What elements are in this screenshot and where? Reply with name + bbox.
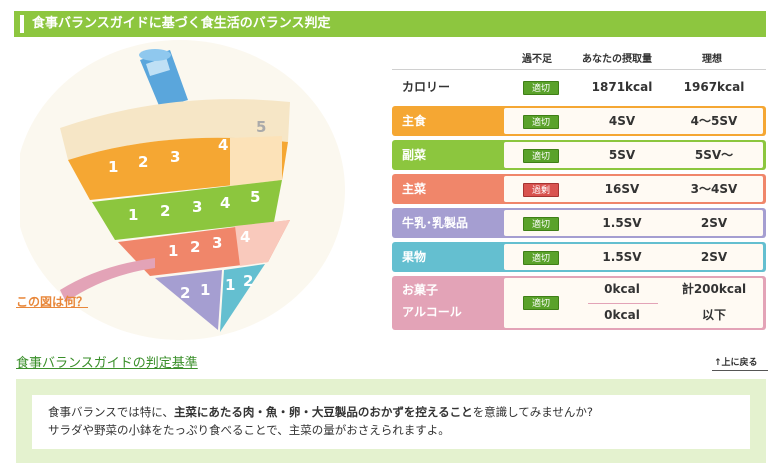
header-ideal: 理想 [702, 54, 722, 65]
shusai-ideal: 3〜4SV [690, 182, 738, 196]
snack-label-2: アルコール [402, 305, 462, 319]
back-to-top-label: 上に戻る [721, 358, 758, 368]
shusyoku-number: 2 [138, 153, 148, 171]
advice-line-1: 食事バランスでは特に、主菜にあたる肉・魚・卵・大豆製品のおかずを控えることを意識… [48, 405, 594, 419]
advice-emphasis: 主菜にあたる肉・魚・卵・大豆製品のおかずを控えること [173, 405, 473, 419]
milk-ideal: 2SV [700, 216, 728, 230]
snack-intake-2: 0kcal [604, 308, 640, 322]
shusyoku-label: 主食 [402, 114, 427, 128]
milk-band [155, 270, 222, 330]
shusyoku-ideal: 4〜5SV [690, 114, 738, 128]
arrow-up-icon: ↑ [714, 358, 722, 368]
fukusai-number: 4 [220, 194, 230, 212]
shusyoku-number: 3 [170, 148, 180, 166]
criteria-section-title[interactable]: 食事バランスガイドの判定基準 [16, 356, 198, 371]
shusyoku-judge-badge: 適切 [523, 115, 559, 129]
fukusai-number: 1 [128, 206, 138, 224]
fukusai-ideal: 5SV〜 [694, 148, 734, 162]
snack-row: お菓子 アルコール 適切 0kcal 0kcal 計200kcal 以下 [392, 276, 766, 330]
snack-ideal-2: 以下 [701, 308, 726, 322]
calorie-row: カロリー 適切 1871kcal 1967kcal [392, 72, 766, 102]
snack-judge-badge: 適切 [523, 296, 559, 310]
shusyoku-number: 5 [256, 118, 266, 136]
page-title: 食事バランスガイドに基づく食生活のバランス判定 [32, 16, 331, 31]
advice-box: 食事バランスでは特に、主菜にあたる肉・魚・卵・大豆製品のおかずを控えることを意識… [16, 379, 766, 463]
shusai-intake: 16SV [604, 182, 640, 196]
header-judge: 過不足 [522, 54, 552, 65]
shusyoku-row: 主食 適切 4SV 4〜5SV [392, 106, 766, 136]
calorie-judge-badge: 適切 [523, 81, 559, 95]
shusai-number: 1 [168, 242, 178, 260]
back-to-top-underline [712, 370, 768, 371]
fruit-label: 果物 [402, 250, 427, 264]
advice-text: 食事バランスでは特に、主菜にあたる肉・魚・卵・大豆製品のおかずを控えることを意識… [32, 395, 750, 449]
calorie-ideal: 1967kcal [683, 80, 745, 94]
shusai-label: 主菜 [402, 182, 427, 196]
back-to-top-link[interactable]: ↑上に戻る [714, 355, 758, 368]
fruit-row: 果物 適切 1.5SV 2SV [392, 242, 766, 272]
shusyoku-number: 1 [108, 158, 118, 176]
advice-line-2: サラダや野菜の小鉢をたっぷり食べることで、主菜の量がおさえられますよ。 [48, 423, 450, 437]
fukusai-number: 3 [192, 198, 202, 216]
fukusai-intake: 5SV [608, 148, 636, 162]
fruit-ideal: 2SV [700, 250, 728, 264]
shusai-judge-badge: 過剰 [523, 183, 559, 197]
fukusai-band [92, 180, 282, 240]
shusai-number: 2 [190, 238, 200, 256]
fruit-intake: 1.5SV [602, 250, 642, 264]
what-is-this-link[interactable]: この図は何？ [16, 295, 89, 309]
shusai-number: 3 [212, 234, 222, 252]
shusyoku-intake: 4SV [608, 114, 636, 128]
fruit-judge-badge: 適切 [523, 251, 559, 265]
snack-divider [588, 303, 658, 304]
calorie-label: カロリー [402, 80, 451, 94]
fukusai-judge-badge: 適切 [523, 149, 559, 163]
header-bar: 食事バランスガイドに基づく食生活のバランス判定 [14, 11, 766, 37]
milk-number: 1 [200, 281, 210, 299]
fukusai-number: 5 [250, 188, 260, 206]
shusyoku-number: 4 [218, 136, 228, 154]
calorie-intake: 1871kcal [591, 80, 653, 94]
snack-ideal-1: 計200kcal [681, 282, 747, 296]
fruit-number: 2 [243, 272, 253, 290]
milk-intake: 1.5SV [602, 216, 642, 230]
flag-band [60, 258, 155, 302]
header-accent [20, 15, 24, 33]
milk-number: 2 [180, 284, 190, 302]
fukusai-row: 副菜 適切 5SV 5SV〜 [392, 140, 766, 170]
snack-intake-1: 0kcal [604, 282, 640, 296]
fruit-band [220, 264, 265, 332]
header-divider [392, 69, 766, 70]
snack-label-1: お菓子 [402, 283, 439, 297]
balance-spinner-illustration: 1 2 3 4 5 1 2 3 4 5 1 2 3 4 2 1 1 2 [20, 40, 345, 340]
water-cup-icon [139, 49, 188, 108]
shusai-row: 主菜 過剰 16SV 3〜4SV [392, 174, 766, 204]
fukusai-label: 副菜 [402, 148, 427, 162]
milk-judge-badge: 適切 [523, 217, 559, 231]
shusai-number: 4 [240, 228, 250, 246]
milk-label: 牛乳･乳製品 [402, 216, 469, 230]
fukusai-number: 2 [160, 202, 170, 220]
fruit-number: 1 [225, 276, 235, 294]
header-intake: あなたの摂取量 [582, 54, 652, 65]
milk-row: 牛乳･乳製品 適切 1.5SV 2SV [392, 208, 766, 238]
